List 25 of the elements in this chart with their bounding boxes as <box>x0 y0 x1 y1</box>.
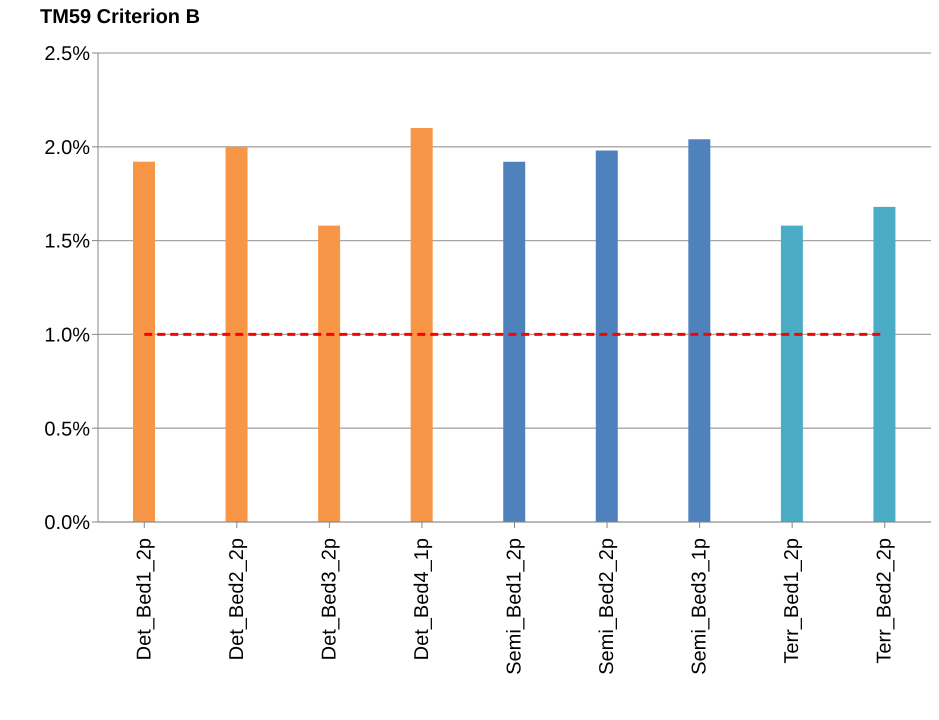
x-tick-label: Semi_Bed1_2p <box>504 538 526 675</box>
x-tick-label: Terr_Bed2_2p <box>874 538 896 664</box>
x-tick-label: Terr_Bed1_2p <box>781 538 804 664</box>
chart-title: TM59 Criterion B <box>40 6 200 29</box>
bar <box>133 162 155 522</box>
y-tick-label: 1.5% <box>44 230 90 253</box>
bar <box>318 226 340 522</box>
x-tick-label: Semi_Bed2_2p <box>596 538 618 675</box>
x-tick-label: Det_Bed1_2p <box>133 538 156 660</box>
x-tick-label: Det_Bed2_2p <box>226 538 248 660</box>
bar <box>688 139 710 522</box>
x-tick-label: Det_Bed4_1p <box>410 538 433 660</box>
x-tick-label: Semi_Bed3_1p <box>688 538 711 675</box>
bar <box>226 146 248 522</box>
bar <box>596 150 618 522</box>
x-tick-label: Det_Bed3_2p <box>318 538 340 660</box>
bar <box>410 128 433 522</box>
y-tick-label: 2.0% <box>44 136 90 159</box>
y-tick-label: 0.5% <box>44 418 90 440</box>
y-tick-label: 2.5% <box>44 43 90 66</box>
bar <box>873 206 896 522</box>
y-tick-label: 0.0% <box>44 512 90 534</box>
bar <box>503 162 526 522</box>
bar <box>780 226 803 522</box>
y-tick-label: 1.0% <box>44 324 90 346</box>
